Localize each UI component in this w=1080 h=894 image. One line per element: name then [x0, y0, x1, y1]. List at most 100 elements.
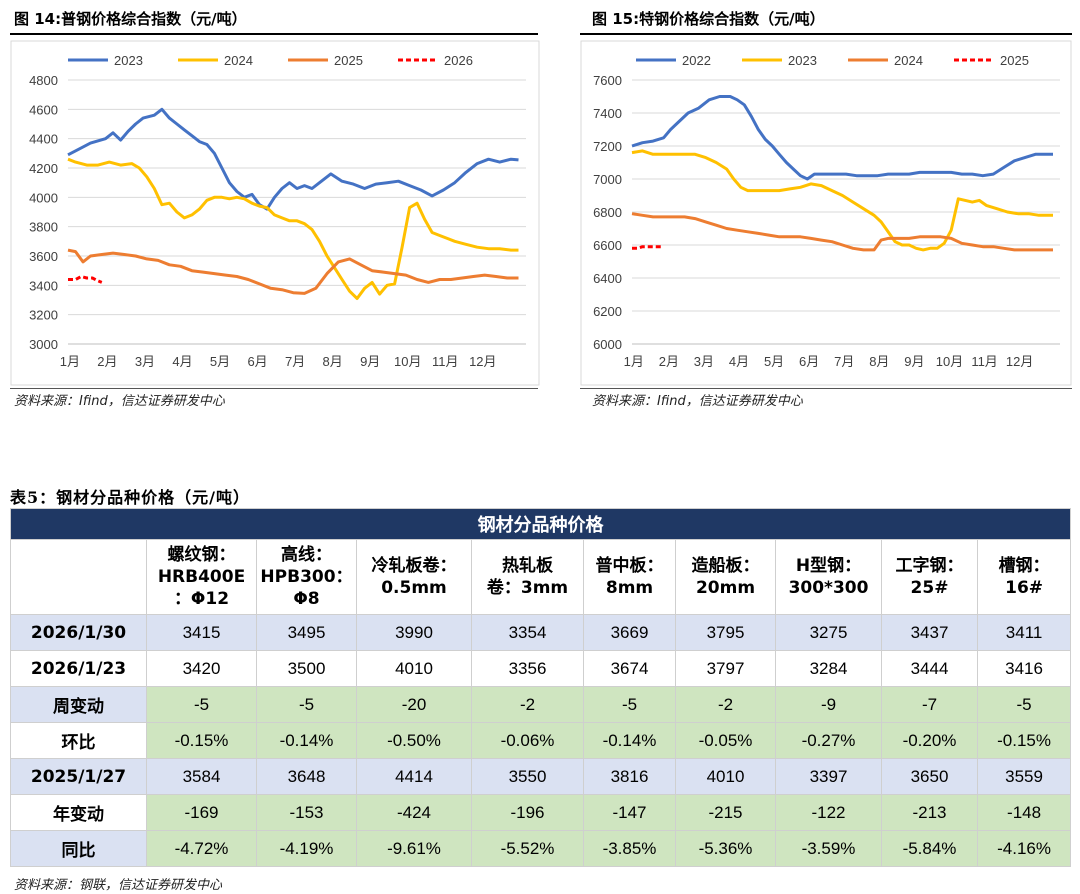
- table-row: 2025/1/27 3584 3648 4414 3550 3816 4010 3397 365…: [10, 758, 1072, 795]
- legend-label: 2026: [444, 53, 473, 68]
- table-cell: 3648: [256, 758, 357, 795]
- figure-15-source: 资料来源：Ifind，信达证券研发中心: [592, 394, 803, 409]
- table-cell: 3437: [881, 614, 978, 651]
- series-line-2022: [631, 95, 1053, 181]
- chart-frame: [580, 40, 1072, 386]
- table-cell: 4414: [356, 758, 472, 795]
- table-cell: -3.59%: [775, 830, 882, 867]
- table-cell: 3495: [256, 614, 357, 651]
- table-cell: -424: [356, 794, 472, 831]
- y-tick-label: 6600: [593, 238, 622, 253]
- table-cell: -2: [675, 686, 776, 723]
- x-tick-label: 5月: [210, 354, 230, 369]
- x-tick-label: 12月: [1006, 354, 1033, 369]
- table-cell: -215: [675, 794, 776, 831]
- legend-label: 2025: [1000, 53, 1029, 68]
- table-cell: -0.14%: [256, 722, 357, 759]
- y-tick-label: 4800: [29, 73, 58, 88]
- table-cell: 3674: [583, 650, 676, 687]
- table-cell: 3356: [471, 650, 584, 687]
- table-header-row: 螺纹钢： HRB400E ：Φ12 高线： HPB300： Φ8 冷轧板卷： 0.5mm …: [10, 539, 1072, 615]
- x-tick-label: 5月: [764, 354, 784, 369]
- table-cell: -7: [881, 686, 978, 723]
- x-tick-label: 11月: [971, 354, 998, 369]
- table-cell: 3990: [356, 614, 472, 651]
- series-line-2024: [631, 212, 1053, 252]
- legend-label: 2024: [224, 53, 253, 68]
- x-tick-label: 6月: [799, 354, 819, 369]
- table-cell: -9.61%: [356, 830, 472, 867]
- column-header: 普中板： 8mm: [583, 539, 676, 615]
- column-header: 热轧板 卷：3mm: [471, 539, 584, 615]
- table-cell: -122: [775, 794, 882, 831]
- figure-14-bottom-rule: [10, 388, 538, 389]
- table-cell: -4.72%: [146, 830, 257, 867]
- series-line-2024: [67, 157, 519, 300]
- table-cell: -3.85%: [583, 830, 676, 867]
- figure-15-top-rule: [580, 33, 1072, 35]
- table-row: 周变动 -5 -5 -20 -2 -5 -2 -9 -7 -5: [10, 686, 1072, 723]
- table-5-title: 表5：钢材分品种价格（元/吨）: [10, 488, 250, 507]
- table-cell: -0.15%: [976, 722, 1072, 759]
- table-cell: -5: [256, 686, 357, 723]
- column-header: 造船板： 20mm: [675, 539, 776, 615]
- x-tick-label: 3月: [135, 354, 155, 369]
- chart-frame: [10, 40, 540, 386]
- row-label: 同比: [10, 830, 147, 867]
- table-cell: -5.52%: [471, 830, 584, 867]
- table-cell: 3411: [976, 614, 1072, 651]
- row-label: 年变动: [10, 794, 147, 831]
- table-cell: -213: [881, 794, 978, 831]
- table-cell: -2: [471, 686, 584, 723]
- table-cell: 3420: [146, 650, 257, 687]
- y-tick-label: 3400: [29, 278, 58, 293]
- y-tick-label: 3200: [29, 308, 58, 323]
- table-band-row: 钢材分品种价格: [9, 508, 1072, 540]
- y-tick-label: 7600: [593, 73, 622, 88]
- table-cell: 3669: [583, 614, 676, 651]
- table-cell: 3795: [675, 614, 776, 651]
- x-tick-label: 11月: [432, 354, 459, 369]
- table-body: 2026/1/30 3415 3495 3990 3354 3669 3795 3275 343…: [10, 614, 1072, 867]
- table-cell: -0.06%: [471, 722, 584, 759]
- table-cell: -169: [146, 794, 257, 831]
- column-header: H型钢： 300*300: [775, 539, 882, 615]
- x-tick-label: 6月: [247, 354, 267, 369]
- figure-15-chart: 6000 6200 6400 6600 6800 7000 7200 7400 7600 1月 2月…: [580, 40, 1072, 386]
- row-label: 周变动: [10, 686, 147, 723]
- column-header: 工字钢： 25#: [881, 539, 978, 615]
- table-cell: 4010: [675, 758, 776, 795]
- y-tick-label: 3800: [29, 220, 58, 235]
- figure-14-top-rule: [10, 33, 538, 35]
- table-cell: -9: [775, 686, 882, 723]
- figure-14-source: 资料来源：Ifind，信达证券研发中心: [14, 394, 225, 409]
- figure-14-chart: 3000 3200 3400 3600 3800 4000 4200 4400 4600 4800…: [10, 40, 540, 386]
- y-tick-label: 6200: [593, 304, 622, 319]
- figure-14-title: 图 14:普钢价格综合指数（元/吨）: [14, 10, 247, 28]
- y-tick-label: 6000: [593, 337, 622, 352]
- y-tick-label: 3000: [29, 337, 58, 352]
- y-tick-label: 6800: [593, 205, 622, 220]
- table-cell: 3797: [675, 650, 776, 687]
- table-cell: -148: [976, 794, 1072, 831]
- table-cell: -5: [146, 686, 257, 723]
- figure-15-title: 图 15:特钢价格综合指数（元/吨）: [592, 10, 825, 28]
- x-tick-label: 2月: [659, 354, 679, 369]
- table-cell: -5: [976, 686, 1072, 723]
- x-tick-label: 1月: [60, 354, 80, 369]
- table-cell: 3275: [775, 614, 882, 651]
- x-tick-label: 9月: [904, 354, 924, 369]
- table-cell: -0.20%: [881, 722, 978, 759]
- series-line-2023: [631, 149, 1053, 252]
- table-row: 2026/1/30 3415 3495 3990 3354 3669 3795 3275 343…: [10, 614, 1072, 651]
- table-cell: -147: [583, 794, 676, 831]
- series-line-2025: [632, 245, 664, 250]
- y-tick-label: 7200: [593, 139, 622, 154]
- table-cell: -0.05%: [675, 722, 776, 759]
- x-tick-label: 2月: [97, 354, 117, 369]
- x-tick-label: 12月: [469, 354, 496, 369]
- table-cell: -0.50%: [356, 722, 472, 759]
- table-cell: -0.15%: [146, 722, 257, 759]
- legend-label: 2022: [682, 53, 711, 68]
- table-cell: 3397: [775, 758, 882, 795]
